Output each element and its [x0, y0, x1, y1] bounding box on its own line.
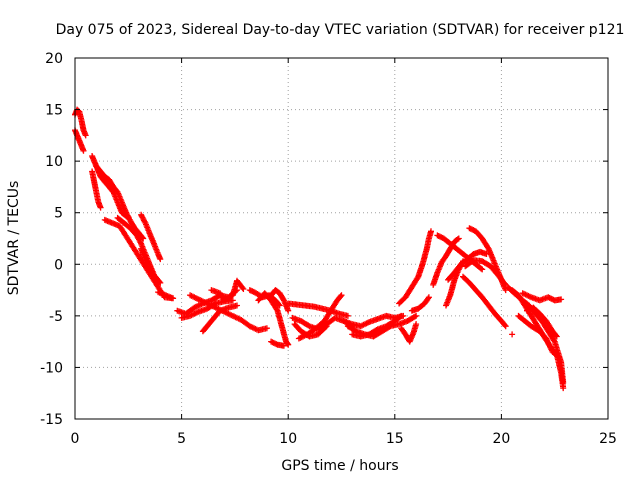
- data-point-marker: [338, 292, 345, 299]
- data-point-marker: [337, 293, 344, 300]
- data-point-marker: [550, 337, 557, 344]
- data-point-marker: [553, 332, 559, 339]
- y-tick-label: -10: [40, 360, 63, 376]
- data-point-marker: [373, 327, 380, 333]
- y-tick-label: -5: [49, 309, 63, 325]
- data-point-marker: [560, 385, 567, 392]
- y-tick-label: 10: [45, 154, 63, 170]
- data-point-marker: [502, 287, 509, 294]
- x-tick-label: 20: [492, 431, 510, 447]
- x-tick-label: 25: [599, 431, 617, 447]
- y-tick-label: -15: [40, 412, 63, 428]
- data-point-marker: [501, 322, 508, 329]
- data-point-marker: [398, 312, 405, 319]
- plot-frame: [74, 57, 609, 420]
- y-tick-label: 0: [54, 257, 63, 273]
- data-point-marker: [428, 228, 434, 235]
- data-point-marker: [556, 354, 562, 361]
- data-point-marker: [425, 295, 432, 302]
- chart-title: Day 075 of 2023, Sidereal Day-to-day VTE…: [56, 22, 625, 38]
- data-point-marker: [80, 147, 87, 154]
- data-point-marker: [479, 266, 486, 273]
- data-point-marker: [82, 132, 89, 139]
- data-point-marker: [554, 353, 561, 360]
- data-point-marker: [478, 265, 485, 272]
- data-point-marker: [322, 324, 329, 331]
- data-point-marker: [240, 286, 247, 292]
- y-tick-label: 5: [54, 206, 63, 222]
- data-point-marker: [273, 306, 280, 313]
- data-point-marker: [558, 296, 565, 303]
- data-point-marker: [280, 342, 287, 349]
- data-point-marker: [275, 301, 282, 308]
- data-point-marker: [157, 256, 164, 263]
- data-point-marker: [455, 235, 462, 242]
- data-point-marker: [280, 296, 287, 303]
- data-point-marker: [323, 323, 330, 330]
- data-point-marker: [509, 331, 516, 338]
- data-point-marker: [155, 289, 162, 296]
- data-point-marker: [344, 312, 351, 319]
- data-point-marker: [425, 294, 432, 301]
- data-point-marker: [263, 325, 270, 332]
- data-point-marker: [139, 234, 146, 241]
- data-point-marker: [553, 333, 560, 340]
- data-point-marker: [276, 302, 283, 309]
- data-point-marker: [501, 280, 508, 287]
- data-point-marker: [239, 284, 246, 291]
- data-point-marker: [460, 258, 466, 265]
- y-tick-label: 20: [45, 51, 63, 67]
- data-point-marker: [229, 297, 236, 304]
- x-tick-label: 15: [386, 431, 404, 447]
- data-point-marker: [413, 321, 420, 328]
- x-tick-label: 5: [177, 431, 186, 447]
- data-point-marker: [454, 236, 461, 243]
- data-point-marker: [502, 323, 509, 330]
- data-point-marker: [285, 307, 292, 314]
- data-point-marker: [411, 313, 418, 320]
- x-axis-label: GPS time / hours: [281, 458, 398, 474]
- y-tick-label: 15: [45, 103, 63, 119]
- data-point-marker: [414, 275, 421, 281]
- data-point-marker: [413, 312, 420, 319]
- data-point-marker: [97, 204, 104, 211]
- data-point-marker: [397, 313, 404, 320]
- data-point-marker: [483, 251, 490, 257]
- data-point-marker: [285, 341, 292, 348]
- data-point-marker: [234, 302, 240, 309]
- y-axis-label: SDTVAR / TECUs: [6, 181, 22, 296]
- x-tick-label: 10: [279, 431, 297, 447]
- data-point-marker: [284, 340, 291, 347]
- x-tick-label: 0: [71, 431, 80, 447]
- data-point-marker: [543, 336, 550, 343]
